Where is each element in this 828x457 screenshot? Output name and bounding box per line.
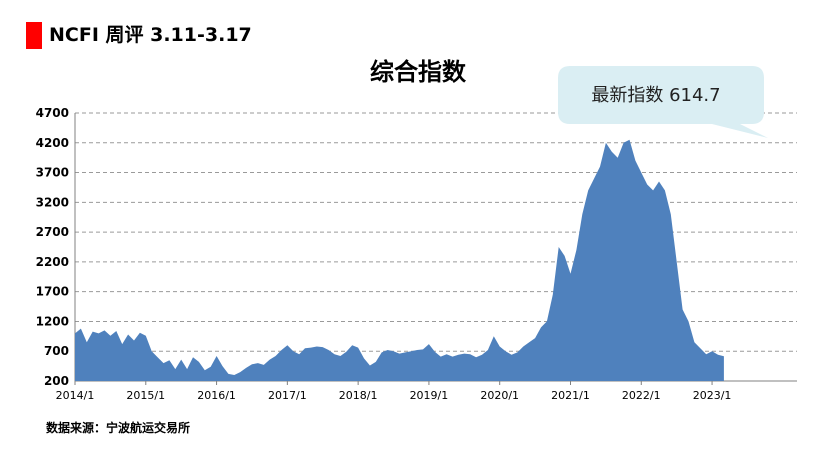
y-tick-label: 4700 [36,106,69,120]
x-tick-label: 2014/1 [56,389,95,402]
y-tick-label: 3700 [36,166,69,180]
x-tick-label: 2023/1 [693,389,732,402]
x-tick-label: 2020/1 [480,389,519,402]
x-tick-label: 2018/1 [339,389,378,402]
x-tick-label: 2016/1 [197,389,236,402]
header-accent-bar [26,22,42,49]
x-tick-label: 2022/1 [622,389,661,402]
latest-index-callout: 最新指数 614.7 [558,66,768,138]
y-tick-label: 700 [44,344,69,358]
x-tick-label: 2019/1 [410,389,449,402]
y-axis: 4700 4200 3700 3200 2700 2200 1700 1200 700 200 [36,106,69,388]
y-tick-label: 1200 [36,314,69,328]
header-title: NCFI 周评 3.11-3.17 [49,24,252,46]
y-tick-label: 1700 [36,285,69,299]
chart-title: 综合指数 [370,58,467,86]
callout-text: 最新指数 614.7 [591,85,720,106]
area-layer [75,139,724,381]
y-tick-label: 3200 [36,195,69,209]
x-tick-label: 2017/1 [268,389,307,402]
y-tick-label: 4200 [36,136,69,150]
x-axis: 2014/1 2015/1 2016/1 2017/1 2018/1 2019/1 2020… [56,381,732,402]
y-tick-label: 200 [44,374,69,388]
y-tick-label: 2200 [36,255,69,269]
index-chart: 综合指数 4700 4200 3700 3200 2700 2200 1700 1200 700… [36,58,797,402]
x-tick-label: 2015/1 [126,389,165,402]
x-tick-label: 2021/1 [551,389,590,402]
y-tick-label: 2700 [36,225,69,239]
series-area [75,139,724,381]
source-note: 数据来源：宁波航运交易所 [46,421,191,435]
